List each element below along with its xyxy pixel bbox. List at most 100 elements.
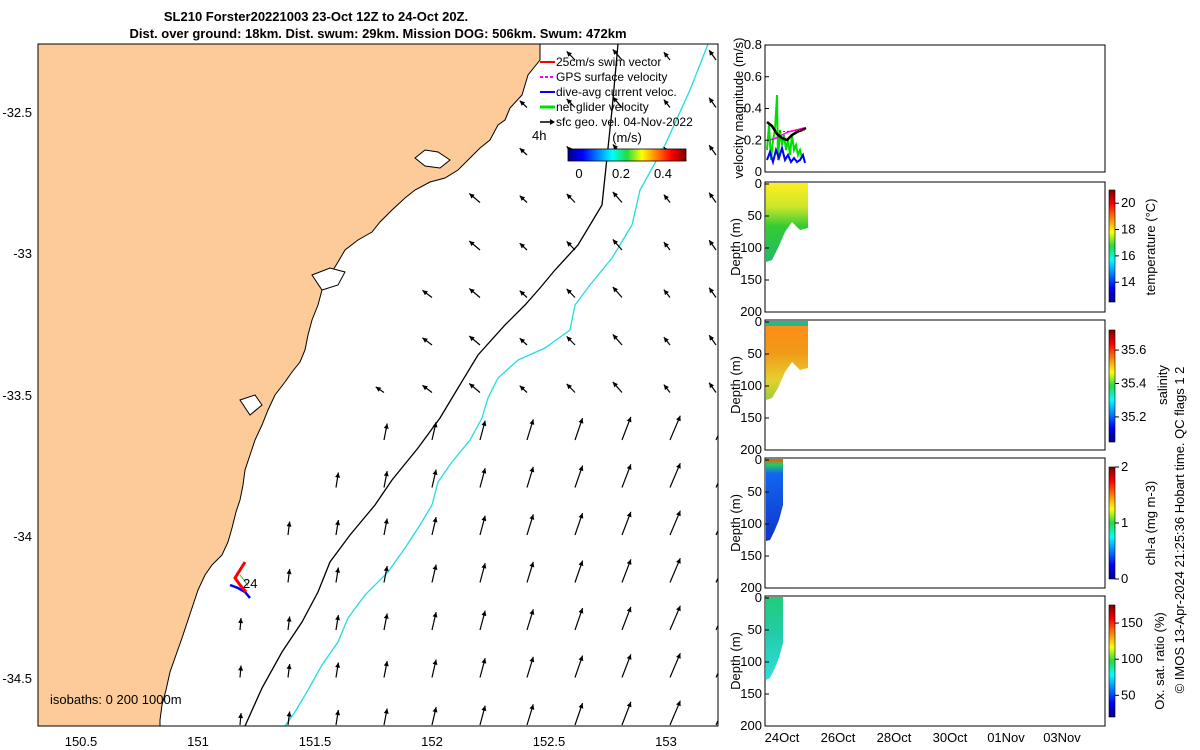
- geo-velocity-arrow: [669, 510, 681, 536]
- geo-velocity-arrow: [566, 193, 576, 203]
- legend-swatch-geo-head: [550, 119, 555, 125]
- geo-velocity-arrow: [422, 337, 433, 346]
- geo-velocity-arrow: [526, 609, 535, 631]
- chla-colorbar-tick-label: 1: [1121, 515, 1128, 530]
- geo-velocity-arrow: [479, 420, 487, 441]
- map-frame: [37, 43, 719, 727]
- swim-vector-track: [233, 561, 248, 593]
- geo-velocity-arrow: [526, 466, 535, 488]
- salinity-panel: 0 50 100 150 200 Depth (m) 35.2 35.4 35.6 sali…: [728, 314, 1170, 457]
- temperature-colorbar: [1108, 189, 1116, 303]
- geo-velocity-arrow: [422, 384, 433, 393]
- geo-velocity-arrow: [383, 518, 389, 536]
- geo-velocity-arrow: [621, 701, 632, 726]
- figure-title-line2: Dist. over ground: 18km. Dist. swum: 29k…: [129, 26, 626, 41]
- velocity-series-swim: [774, 129, 806, 133]
- temperature-colorbar-ticks: 14 16 18 20: [1115, 195, 1135, 289]
- speed-colorbar: (m/s) 0 0.2 0.4: [567, 130, 687, 181]
- geo-velocity-arrow: [621, 654, 632, 678]
- geo-velocity-arrow: [621, 464, 632, 488]
- geo-velocity-arrow: [286, 521, 292, 536]
- salinity-colorbar-tick-label: 35.6: [1121, 342, 1146, 357]
- velocity-y-label: velocity magnitude (m/s): [731, 38, 746, 179]
- geo-velocity-arrow: [574, 560, 584, 583]
- geo-velocity-arrow: [335, 709, 341, 726]
- salinity-y-tick-label: 200: [740, 442, 762, 457]
- geo-velocity-arrow: [612, 239, 623, 251]
- temperature-colorbar-label: temperature (°C): [1143, 199, 1158, 296]
- geo-velocity-arrow: [621, 416, 632, 441]
- geo-velocity-arrow: [612, 334, 623, 346]
- glider-track: 24: [229, 561, 257, 599]
- chla-y-ticks: 0 50 100 150 200: [740, 452, 769, 595]
- salinity-y-label: Depth (m): [728, 356, 743, 414]
- legend-label-gps: GPS surface velocity: [556, 70, 667, 84]
- geo-velocity-arrow: [519, 337, 528, 346]
- dive-avg-current-track: [229, 583, 251, 599]
- isobath-1000m: [284, 44, 709, 726]
- geo-velocity-arrow: [669, 652, 681, 678]
- velocity-y-tick-label: 0: [755, 164, 762, 179]
- geo-velocity-arrow: [383, 470, 389, 488]
- chla-y-tick-label: 100: [740, 516, 762, 531]
- velocity-y-tick-label: 0.4: [744, 101, 762, 116]
- geo-velocity-arrow: [468, 193, 481, 203]
- salinity-y-tick-label: 150: [740, 410, 762, 425]
- geo-velocity-arrow: [286, 663, 292, 678]
- salinity-colorbar-ticks: 35.2 35.4 35.6: [1115, 342, 1146, 424]
- geo-velocity-arrow: [708, 49, 717, 61]
- geo-velocity-arrow: [663, 384, 671, 393]
- chla-colorbar-tick-label: 2: [1121, 459, 1128, 474]
- temperature-y-tick-label: 200: [740, 304, 762, 319]
- geo-velocity-arrow: [238, 712, 244, 726]
- speed-colorbar-tick-0: 0: [575, 166, 582, 181]
- geo-velocity-arrow: [335, 662, 341, 678]
- time-tick-5: 03Nov: [1043, 730, 1081, 745]
- time-tick-3: 30Oct: [933, 730, 968, 745]
- geo-velocity-arrow: [335, 614, 341, 631]
- speed-colorbar-tick-1: 0.2: [612, 166, 630, 181]
- velocity-y-tick-label: 0.6: [744, 69, 762, 84]
- salinity-y-tick-label: 100: [740, 378, 762, 393]
- temperature-colorbar-tick-label: 20: [1121, 195, 1135, 210]
- legend-label-current: dive-avg current veloc.: [556, 85, 677, 99]
- geo-velocity-arrow: [526, 419, 535, 441]
- oxygen-colorbar: [1108, 604, 1116, 718]
- geo-velocity-arrow: [431, 659, 438, 678]
- geo-velocity-arrow: [383, 660, 389, 678]
- geo-velocity-arrow: [612, 191, 623, 203]
- oxygen-colorbar-label: Ox. sat. ratio (%): [1152, 612, 1167, 710]
- map-y-tick-1: -33: [13, 246, 32, 261]
- geo-velocity-arrow: [519, 242, 528, 251]
- temperature-section: [766, 183, 808, 262]
- geo-velocity-arrow: [708, 287, 717, 298]
- geo-velocity-arrow: [468, 288, 481, 298]
- geo-velocity-arrow: [621, 559, 632, 583]
- geo-velocity-arrow: [708, 239, 717, 251]
- chla-y-tick-label: 50: [748, 484, 762, 499]
- geo-velocity-arrow: [383, 708, 389, 726]
- time-tick-2: 28Oct: [877, 730, 912, 745]
- geo-velocity-arrow: [708, 97, 717, 108]
- geo-velocity-arrow: [663, 99, 671, 108]
- legend-label-net: net glider velocity: [556, 100, 649, 114]
- geo-velocity-arrow: [383, 423, 389, 441]
- chla-y-label: Depth (m): [728, 494, 743, 552]
- chla-colorbar-tick-label: 0: [1121, 571, 1128, 586]
- velocity-series-gps: [769, 127, 805, 141]
- time-tick-0: 24Oct: [765, 730, 800, 745]
- map-legend: 25cm/s swim vector GPS surface velocity …: [532, 55, 693, 143]
- velocity-y-tick-label: 0.2: [744, 132, 762, 147]
- salinity-colorbar-tick-label: 35.4: [1121, 375, 1146, 390]
- temperature-y-tick-label: 50: [748, 208, 762, 223]
- time-tick-4: 01Nov: [987, 730, 1025, 745]
- geo-velocity-arrow: [519, 385, 528, 393]
- geo-velocity-arrow: [708, 192, 717, 203]
- isobath-label: isobaths: 0 200 1000m: [50, 692, 182, 707]
- temperature-panel: 0 50 100 150 200 Depth (m) 14 16 18 20 temperat…: [728, 176, 1158, 319]
- geo-velocity-arrow: [431, 469, 438, 488]
- geo-velocity-arrow: [669, 557, 681, 583]
- salinity-axes: [764, 319, 1106, 451]
- velocity-series-net: [766, 94, 803, 161]
- geo-velocity-arrow: [286, 568, 292, 583]
